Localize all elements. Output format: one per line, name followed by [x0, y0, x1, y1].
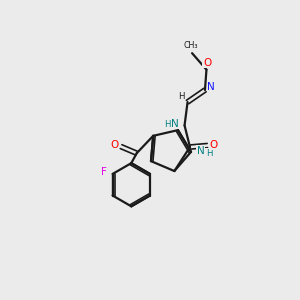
Text: N: N	[171, 119, 179, 129]
Text: O: O	[210, 140, 218, 150]
Text: N: N	[197, 146, 205, 156]
Text: O: O	[203, 58, 211, 68]
Text: H: H	[206, 148, 212, 158]
Text: CH₃: CH₃	[183, 41, 198, 50]
Text: F: F	[101, 167, 107, 176]
Text: O: O	[110, 140, 118, 150]
Text: H: H	[178, 92, 185, 101]
Text: H: H	[164, 120, 170, 129]
Text: N: N	[207, 82, 215, 92]
